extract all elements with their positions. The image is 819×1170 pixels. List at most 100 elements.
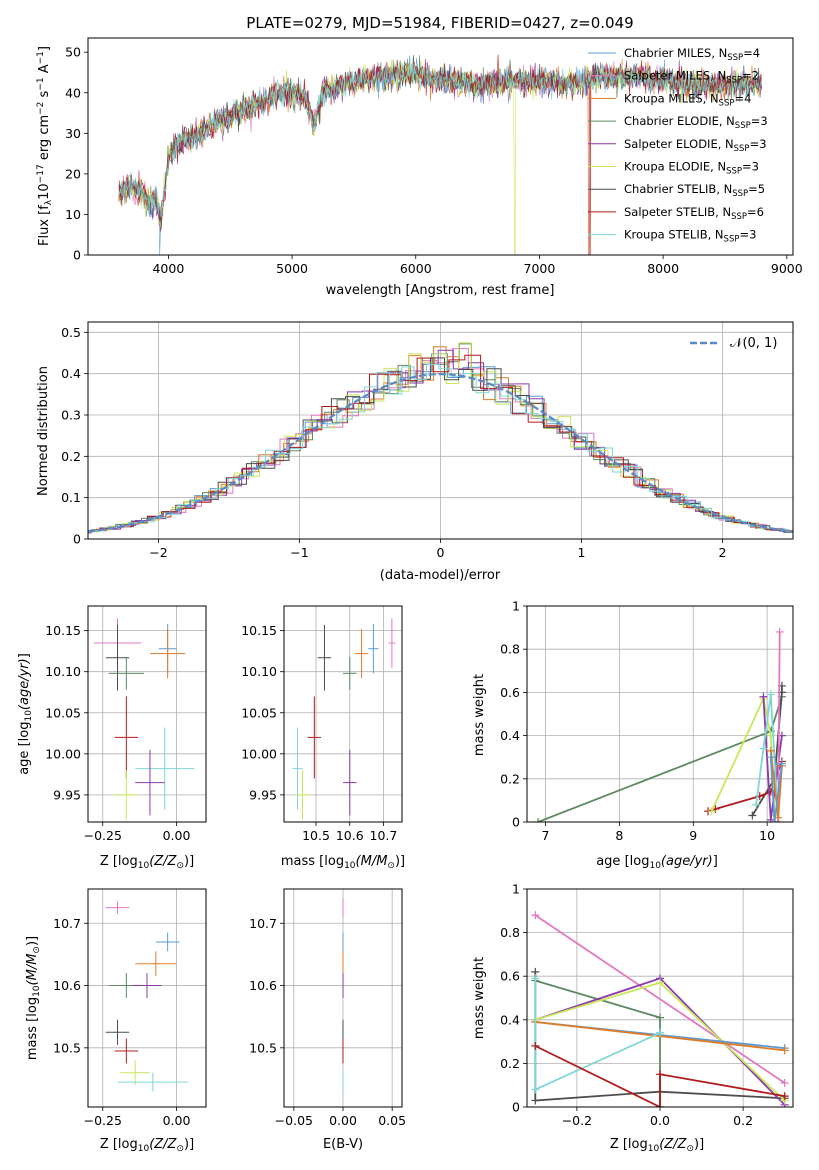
residuals-xtick-label: 2 [719,545,727,560]
weight-vs-metallicity-marker-kroupa_miles [780,1046,789,1055]
weight-vs-metallicity-marker-chabrier_stelib [531,1096,540,1105]
spectrum-ylabel-sup4: −1 [36,51,46,64]
residuals-ytick-label: 0.1 [61,490,81,505]
legend-sub: SSP [726,167,742,177]
mass-vs-metallicity-xlabel-sub: 10 [138,1144,150,1154]
weight-vs-age-marker-kroupa_elodie [707,807,716,816]
spectrum-ytick-label: 30 [65,126,81,141]
weight-vs-age-marker-chabrier_stelib [748,811,757,820]
spectrum-ytick-label: 40 [65,85,81,100]
residual-histogram-chabrier_stelib [88,357,793,533]
mass-vs-ebv-xtick-label: 0.00 [329,1113,357,1128]
legend-sub: SSP [724,235,740,245]
residual-histogram-kroupa_miles [88,346,793,533]
spectrum-line-salpeter_miles [118,61,762,255]
legend-text: Salpeter MILES, N [624,69,726,83]
age-vs-metallicity-ylabel: age [log10(age/yr)] [17,653,34,775]
mass-vs-metallicity-xtick-label: −0.25 [84,1113,122,1128]
age-vs-metallicity-xlabel-sun: ⊙ [176,861,184,871]
weight-vs-metallicity-xlabel-end: )] [694,1137,704,1152]
spectrum-xtick-label: 4000 [152,261,184,276]
legend-n: =2 [742,69,759,83]
weight-vs-age-xtick-label: 9 [689,828,697,843]
spectrum-xtick-label: 6000 [400,261,432,276]
mass-vs-ebv-ytick-label: 10.7 [249,916,277,931]
weight-vs-age-ytick-label: 0.4 [500,728,520,743]
age-vs-mass-xlabel-sun: ⊙ [387,861,395,871]
spectrum-ylabel-sup3: −1 [36,77,46,90]
spectrum-ylabel-sub1: λ [44,199,54,205]
weight-vs-age-xtick-label: 10 [759,828,775,843]
weight-vs-metallicity-ytick-label: 1 [512,882,520,897]
age-ylabel-c: ] [17,653,32,658]
spectrum-ytick-label: 0 [73,248,81,263]
weight-vs-age-line-kroupa_stelib [755,694,780,822]
residuals-xtick-label: −1 [290,545,308,560]
legend-n: =3 [751,114,768,128]
weight-vs-metallicity-marker-kroupa_stelib [531,1085,540,1094]
legend-label-chabrier_miles: Chabrier MILES, NSSP=4 [624,46,760,63]
age-vs-metallicity-xtick-label: −0.25 [84,828,122,843]
age-vs-mass-xlabel-rest: (M/M [356,854,388,869]
mass-vs-metallicity-xlabel: Z [log10(Z/Z⊙)] [100,1137,194,1154]
mass-vs-metallicity-frame [87,888,207,1108]
weight-vs-age-marker-kroupa_stelib [766,690,775,699]
weight-vs-metallicity-xtick-label: 0.2 [733,1113,753,1128]
weight-vs-age-ytick-label: 0.2 [500,771,520,786]
legend-text: Chabrier ELODIE, N [624,114,735,128]
legend-text: Chabrier MILES, N [624,46,727,60]
age-vs-mass-ytick-label: 10.00 [241,746,277,761]
mass-ylabel-b: (M/M [25,954,40,986]
age-vs-metallicity-ytick-label: 10.15 [45,623,81,638]
legend-sub: SSP [727,53,743,63]
legend-label-salpeter_stelib: Salpeter STELIB, NSSP=6 [624,205,764,222]
mass-vs-metallicity-xlabel-sun: ⊙ [176,1144,184,1154]
residuals-ytick-label: 0 [73,532,81,547]
legend-text: Kroupa STELIB, N [624,228,724,242]
residuals-xtick-label: 1 [578,545,586,560]
spectrum-frame [87,37,794,256]
age-vs-mass-ytick-label: 10.05 [241,705,277,720]
mass-vs-metallicity-xlabel-end: )] [184,1137,194,1152]
wage-xlabel-a: age [log [596,854,649,869]
legend-n: =3 [750,137,767,151]
weight-vs-metallicity-line-salpeter_miles [534,914,786,1084]
age-vs-mass-ytick-label: 10.15 [241,623,277,638]
age-ylabel-b: (age/yr) [17,658,32,710]
weight-vs-age-plot-area: 7 8 9 10 0 0.2 0.4 0.6 0.8 1 [500,599,794,843]
wage-xlabel-sub: 10 [649,861,661,871]
weight-vs-metallicity-ytick-label: 0 [512,1100,520,1115]
mass-vs-metallicity-ytick-label: 10.5 [53,1040,81,1055]
legend-text: Salpeter ELODIE, N [624,137,734,151]
residuals-xtick-label: −2 [149,545,167,560]
legend-sub: SSP [719,98,735,108]
age-vs-mass-xlabel-sub: 10 [344,861,356,871]
weight-vs-metallicity-ylabel: mass weight [472,957,487,1039]
spectrum-panel: PLATE=0279, MJD=51984, FIBERID=0427, z=0… [36,14,803,298]
weight-vs-metallicity-xtick-label: 0.0 [650,1113,670,1128]
spectrum-ylabel-rest3: A [37,64,52,77]
residuals-legend: 𝒩(0, 1) [690,336,777,351]
age-vs-metallicity-xlabel-end: )] [184,854,194,869]
age-vs-mass-xtick-label: 10.5 [302,828,330,843]
spectrum-ytick-label: 10 [65,207,81,222]
weight-vs-age-marker-kroupa_stelib [759,744,768,753]
mass-vs-metallicity-points [105,901,189,1092]
mass-vs-ebv-xtick-label: −0.05 [275,1113,313,1128]
spectrum-xtick-label: 7000 [524,261,556,276]
spectrum-ylabel-mid: 10 [37,183,52,200]
legend-label-salpeter_elodie: Salpeter ELODIE, NSSP=3 [624,137,767,154]
mass-vs-metallicity-xlabel-rest: (Z/Z [149,1137,177,1152]
age-vs-metallicity-ytick-label: 10.00 [45,746,81,761]
spectrum-ytick-label: 20 [65,166,81,181]
weight-vs-age-ylabel: mass weight [472,674,487,756]
weight-vs-age-series [534,627,786,822]
weight-vs-metallicity-panel: −0.2 0.0 0.2 0 0.2 0.4 0.6 0.8 1 Z [log10(Z/Z⊙)]… [472,882,794,1154]
age-vs-metallicity-panel: −0.25 0.00 9.95 10.00 10.05 10.10 10.15 Z [log… [17,605,207,871]
residuals-frame [87,321,794,540]
weight-vs-age-ytick-label: 0.8 [500,642,520,657]
residuals-ytick-label: 0.3 [61,408,81,423]
legend-label-kroupa_stelib: Kroupa STELIB, NSSP=3 [624,228,756,245]
